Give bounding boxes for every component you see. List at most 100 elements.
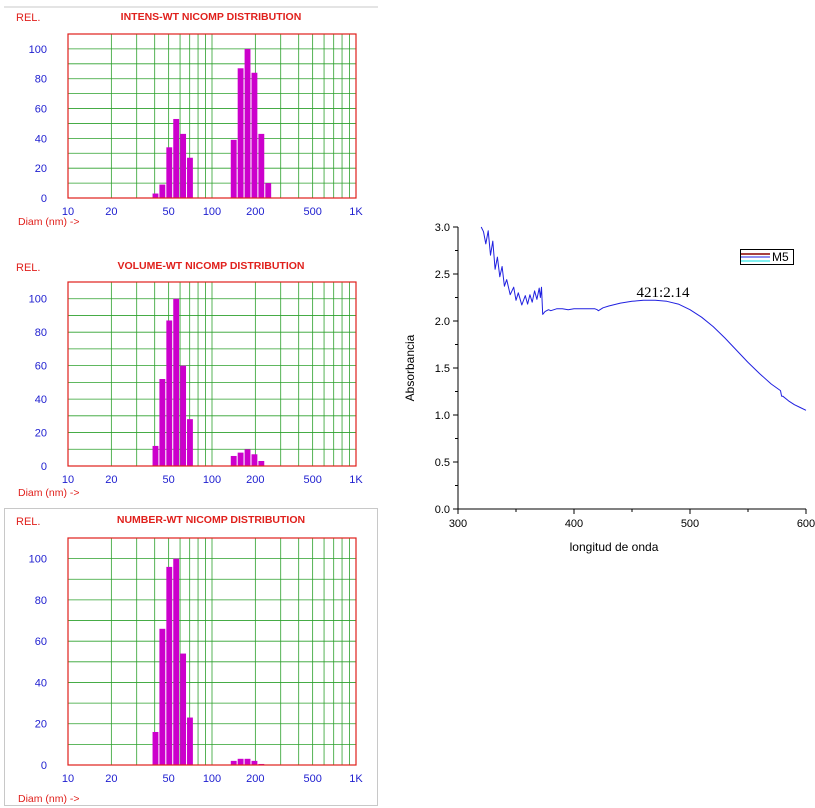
x-tick-label: 50 — [163, 773, 175, 785]
x-axis-label: Diam (nm) -> — [18, 487, 80, 499]
histogram-bar — [180, 653, 187, 765]
chart-title: VOLUME-WT NICOMP DISTRIBUTION — [117, 260, 304, 272]
histogram-bar — [173, 118, 180, 198]
y-tick-label: 3.0 — [435, 222, 450, 234]
y-axis-label: Absorbancia — [403, 334, 417, 401]
legend-entry-m5: M5 — [772, 250, 789, 264]
y-tick-label: 80 — [35, 327, 47, 339]
histogram-bar — [152, 193, 159, 198]
histogram-bar — [173, 558, 180, 765]
x-tick-label: 500 — [303, 474, 321, 486]
y-tick-label: 0 — [41, 461, 47, 473]
y-tick-label: 1.5 — [435, 363, 450, 375]
histogram-bar — [173, 298, 180, 466]
y-tick-label: 2.5 — [435, 269, 450, 281]
histogram-bar — [180, 365, 187, 466]
histogram-bar — [166, 320, 173, 466]
x-tick-label: 10 — [62, 474, 74, 486]
x-tick-label: 1K — [349, 773, 363, 785]
x-tick-label: 20 — [105, 206, 117, 218]
y-tick-label: 100 — [29, 554, 47, 566]
y-tick-label: 60 — [35, 636, 47, 648]
y-tick-label: 40 — [35, 133, 47, 145]
x-tick-label: 400 — [565, 518, 583, 530]
x-tick-label: 1K — [349, 474, 363, 486]
histogram-bar — [251, 454, 258, 466]
histogram-bar — [237, 68, 244, 198]
y-tick-label: 100 — [29, 294, 47, 306]
y-tick-label: 60 — [35, 104, 47, 116]
number-distribution-chart: NUMBER-WT NICOMP DISTRIBUTION REL. Diam … — [16, 514, 363, 805]
histogram-bar — [230, 139, 237, 198]
histogram-bar — [230, 760, 237, 765]
x-tick-label: 200 — [246, 474, 264, 486]
histogram-bar — [159, 379, 166, 466]
histogram-bar — [244, 48, 251, 199]
x-tick-label: 600 — [797, 518, 815, 530]
x-tick-label: 10 — [62, 773, 74, 785]
histogram-bar — [244, 758, 251, 765]
histogram-bar — [244, 449, 251, 466]
x-tick-label: 100 — [203, 206, 221, 218]
histogram-bar — [180, 133, 187, 198]
x-tick-label: 500 — [303, 773, 321, 785]
y-tick-label: 40 — [35, 394, 47, 406]
y-tick-label: 60 — [35, 361, 47, 373]
y-tick-label: 80 — [35, 74, 47, 86]
intensity-distribution-chart: INTENS-WT NICOMP DISTRIBUTION REL. Diam … — [16, 11, 363, 228]
histogram-bar — [258, 460, 265, 466]
x-tick-label: 200 — [246, 206, 264, 218]
histogram-bar — [230, 455, 237, 466]
histogram-bar — [237, 758, 244, 765]
volume-distribution-chart: VOLUME-WT NICOMP DISTRIBUTION REL. Diam … — [16, 260, 363, 499]
y-tick-label: 100 — [29, 44, 47, 56]
number-panel-frame — [4, 508, 378, 806]
y-tick-label: 0.5 — [435, 457, 450, 469]
chart-title: INTENS-WT NICOMP DISTRIBUTION — [121, 11, 302, 23]
x-tick-label: 20 — [105, 474, 117, 486]
y-axis-label: REL. — [16, 12, 40, 24]
plot-frame — [67, 281, 357, 467]
y-tick-label: 1.0 — [435, 410, 450, 422]
peak-annotation: 421:2.14 — [637, 285, 690, 301]
x-tick-label: 1K — [349, 206, 363, 218]
y-tick-label: 80 — [35, 595, 47, 607]
y-tick-label: 0 — [41, 193, 47, 205]
y-tick-label: 20 — [35, 719, 47, 731]
x-tick-label: 50 — [163, 206, 175, 218]
y-tick-label: 20 — [35, 428, 47, 440]
x-tick-label: 10 — [62, 206, 74, 218]
x-tick-label: 500 — [303, 206, 321, 218]
histogram-bar — [152, 445, 159, 466]
x-axis-label: Diam (nm) -> — [18, 793, 80, 805]
x-tick-label: 100 — [203, 474, 221, 486]
y-axis-label: REL. — [16, 262, 40, 274]
absorbance-spectrum-chart: longitud de onda Absorbancia 421:2.14 M5… — [403, 222, 815, 554]
y-tick-label: 40 — [35, 677, 47, 689]
y-axis-label: REL. — [16, 516, 40, 528]
histogram-bar — [251, 72, 258, 198]
y-tick-label: 20 — [35, 163, 47, 175]
y-tick-label: 0 — [41, 760, 47, 772]
y-tick-label: 0.0 — [435, 504, 450, 516]
x-tick-label: 20 — [105, 773, 117, 785]
histogram-bar — [159, 628, 166, 765]
histogram-bar — [166, 147, 173, 198]
plot-frame — [67, 537, 357, 766]
histogram-bar — [237, 452, 244, 466]
histogram-bar — [152, 731, 159, 765]
legend: M5 — [740, 249, 794, 265]
histogram-bar — [159, 184, 166, 198]
x-tick-label: 500 — [681, 518, 699, 530]
histogram-bar — [187, 419, 193, 466]
y-tick-label: 2.0 — [435, 316, 450, 328]
histogram-bar — [258, 133, 265, 198]
histogram-bar — [265, 183, 272, 198]
series-line-m5 — [480, 226, 807, 411]
x-axis-label: Diam (nm) -> — [18, 216, 80, 228]
chart-title: NUMBER-WT NICOMP DISTRIBUTION — [117, 514, 305, 526]
x-tick-label: 300 — [449, 518, 467, 530]
x-tick-label: 200 — [246, 773, 264, 785]
x-tick-label: 50 — [163, 474, 175, 486]
